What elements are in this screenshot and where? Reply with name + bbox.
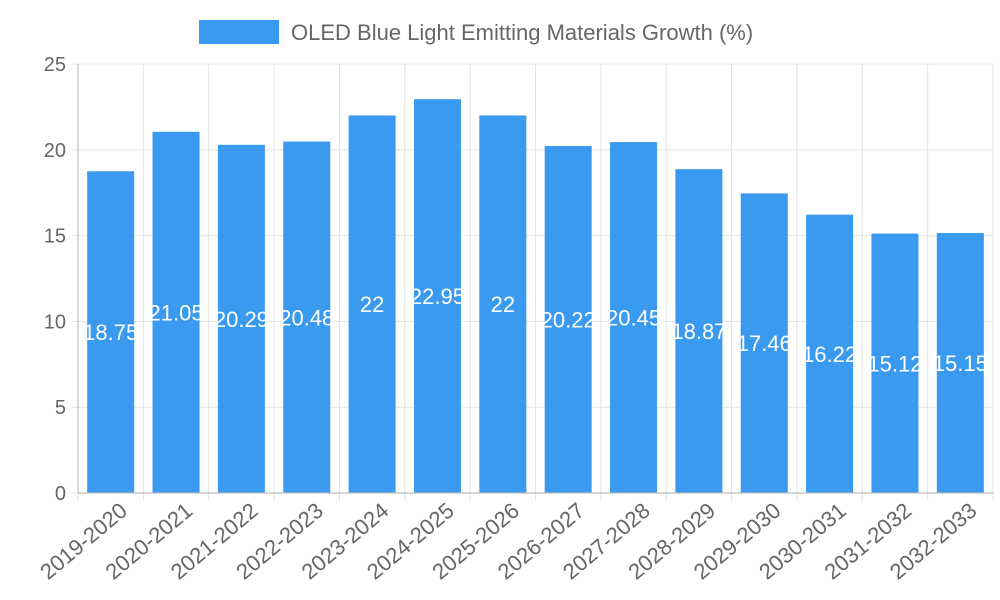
bar[interactable]: [87, 171, 135, 493]
y-tick-label: 20: [44, 140, 66, 162]
legend[interactable]: OLED Blue Light Emitting Materials Growt…: [199, 20, 753, 45]
y-tick-label: 5: [55, 397, 66, 419]
y-tick-label: 10: [44, 311, 66, 333]
bar[interactable]: [544, 146, 592, 494]
bar[interactable]: [740, 193, 788, 493]
bar[interactable]: [806, 214, 854, 493]
bar[interactable]: [283, 141, 331, 493]
bar[interactable]: [217, 144, 265, 493]
bar-value-label: 15.12: [867, 351, 922, 376]
bar-value-label: 18.75: [83, 320, 138, 345]
bar[interactable]: [871, 233, 919, 493]
bar-value-label: 20.29: [214, 307, 269, 332]
data-label-layer: 18.75 21.05 20.29 20.48 22 22.95 22 20.22 20.45 1…: [83, 284, 988, 376]
bar[interactable]: [675, 169, 723, 493]
bar[interactable]: [413, 99, 461, 493]
bar[interactable]: [936, 233, 984, 493]
bar-layer: [87, 99, 984, 494]
bar-value-label: 22: [491, 292, 515, 317]
bar[interactable]: [610, 142, 658, 493]
bar-value-label: 22.95: [410, 284, 465, 309]
bar[interactable]: [479, 115, 527, 493]
bar-value-label: 16.22: [802, 342, 857, 367]
bar-value-label: 22: [360, 292, 384, 317]
bar-value-label: 17.46: [737, 331, 792, 356]
legend-swatch[interactable]: [199, 20, 279, 44]
bar-value-label: 15.15: [933, 351, 988, 376]
bar-value-label: 20.48: [279, 305, 334, 330]
bar-value-label: 21.05: [149, 300, 204, 325]
grid-layer: [77, 63, 994, 501]
bar-value-label: 18.87: [671, 319, 726, 344]
y-tick-label: 25: [44, 54, 66, 76]
bar-value-label: 20.22: [541, 308, 596, 333]
bar-value-label: 20.45: [606, 306, 661, 331]
bar[interactable]: [348, 115, 396, 493]
y-tick-label: 0: [55, 483, 66, 505]
y-tick-label: 15: [44, 226, 66, 248]
bar[interactable]: [152, 131, 200, 494]
legend-label[interactable]: OLED Blue Light Emitting Materials Growt…: [291, 20, 753, 45]
